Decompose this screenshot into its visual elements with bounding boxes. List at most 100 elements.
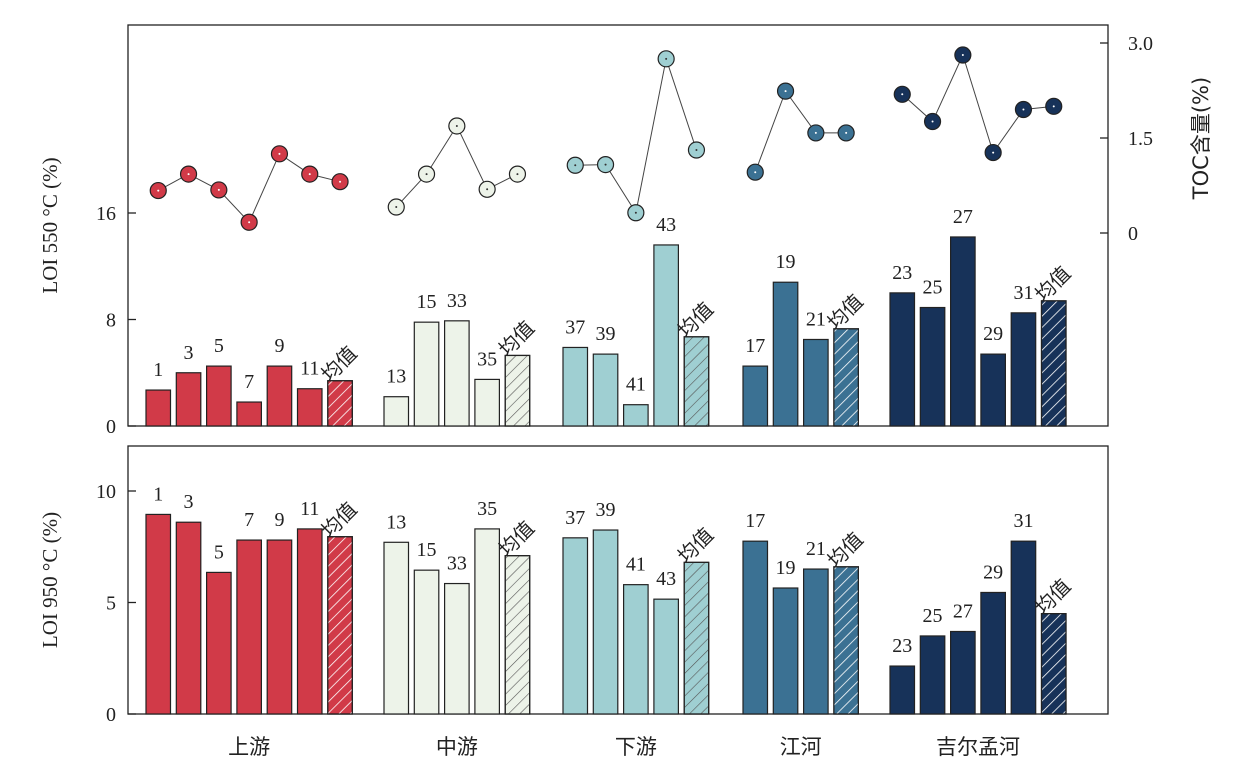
bar-value-label: 39 <box>596 323 616 345</box>
mean-bar-hatch <box>327 380 353 427</box>
bar-value-label: 33 <box>447 553 467 575</box>
bar <box>266 539 293 715</box>
bar <box>175 372 202 427</box>
bar <box>206 571 232 715</box>
bar <box>296 528 323 715</box>
bar-value-label: 1 <box>153 359 163 381</box>
toc-point-center <box>217 188 220 191</box>
bar <box>175 521 202 715</box>
mean-label: 均值 <box>1030 574 1075 619</box>
bar <box>562 537 589 715</box>
bar <box>622 584 649 715</box>
bar <box>919 306 946 427</box>
toc-point-center <box>157 189 160 192</box>
mean-label: 均值 <box>823 289 868 334</box>
group-label: 江河 <box>780 735 822 759</box>
bar <box>622 404 649 427</box>
bar-value-label: 43 <box>656 568 676 590</box>
bar <box>383 396 410 427</box>
bar-value-label: 15 <box>417 291 437 313</box>
top-y2tick-label: 1.5 <box>1128 128 1153 150</box>
toc-point-center <box>308 173 311 176</box>
mean-label: 均值 <box>494 316 539 361</box>
bar-value-label: 9 <box>274 509 284 531</box>
bar-value-label: 3 <box>184 491 194 513</box>
bar <box>236 539 262 715</box>
bar <box>413 569 440 715</box>
bar-value-label: 7 <box>244 371 254 393</box>
bar-value-label: 29 <box>983 561 1003 583</box>
bar <box>444 582 470 715</box>
toc-point-center <box>901 93 904 96</box>
bar-value-label: 11 <box>300 498 319 520</box>
bar-value-label: 41 <box>626 554 646 576</box>
toc-line <box>395 124 518 208</box>
bar <box>145 513 172 715</box>
bar-value-label: 29 <box>983 323 1003 345</box>
toc-point-center <box>961 54 964 57</box>
bar <box>889 665 916 715</box>
top-group-下游: 37 39 41 43 均值 <box>562 50 718 427</box>
bar <box>742 540 769 715</box>
bar <box>772 281 799 427</box>
mean-bar-hatch <box>504 555 531 715</box>
bar-value-label: 23 <box>892 262 912 284</box>
mean-bar-hatch <box>327 536 353 715</box>
toc-point-center <box>1052 105 1055 108</box>
toc-point-center <box>278 152 281 155</box>
bar <box>980 591 1007 715</box>
bar-value-label: 7 <box>244 509 254 531</box>
bar-value-label: 21 <box>806 308 826 330</box>
bar <box>562 346 589 427</box>
toc-point-center <box>845 131 848 134</box>
bar <box>1010 540 1037 715</box>
bar-value-label: 15 <box>417 539 437 561</box>
mean-bar-hatch <box>833 328 860 427</box>
toc-point-center <box>784 90 787 93</box>
bar <box>474 378 500 427</box>
bar <box>474 528 500 715</box>
toc-line <box>575 56 697 215</box>
mean-label: 均值 <box>494 516 539 561</box>
toc-line <box>158 153 341 224</box>
bar-value-label: 35 <box>477 348 497 370</box>
toc-point-center <box>455 124 458 127</box>
bar-value-label: 25 <box>923 277 943 299</box>
bar <box>772 587 799 715</box>
toc-point-center <box>992 151 995 154</box>
bar <box>145 389 172 427</box>
bar-value-label: 43 <box>656 214 676 236</box>
mean-label: 均值 <box>673 523 718 568</box>
toc-point-center <box>665 57 668 60</box>
bar-value-label: 17 <box>745 335 765 357</box>
bottom-ylabel: LOI 950 °C (%) <box>38 512 62 648</box>
toc-point-center <box>814 131 817 134</box>
bar-value-label: 31 <box>1013 510 1033 532</box>
toc-point-center <box>931 120 934 123</box>
bar <box>949 236 976 427</box>
bottom-group-吉尔孟河: 23 25 27 29 31 均值 <box>889 510 1075 715</box>
bar-value-label: 3 <box>184 342 194 364</box>
bar <box>444 320 470 427</box>
bar <box>919 635 946 715</box>
bar-value-label: 19 <box>776 557 796 579</box>
bar-value-label: 1 <box>153 483 163 505</box>
top-y2label: TOC含量(%) <box>1189 77 1213 200</box>
mean-label: 均值 <box>823 527 868 572</box>
mean-bar-hatch <box>1040 613 1067 715</box>
mean-label: 均值 <box>316 497 361 542</box>
mean-label: 均值 <box>673 297 718 342</box>
bottom-ytick-label: 5 <box>106 593 116 615</box>
top-ytick-label: 8 <box>106 310 116 332</box>
bar-value-label: 23 <box>892 635 912 657</box>
bottom-ytick-label: 10 <box>96 481 116 503</box>
bar-value-label: 33 <box>447 290 467 312</box>
group-label: 下游 <box>615 735 657 759</box>
